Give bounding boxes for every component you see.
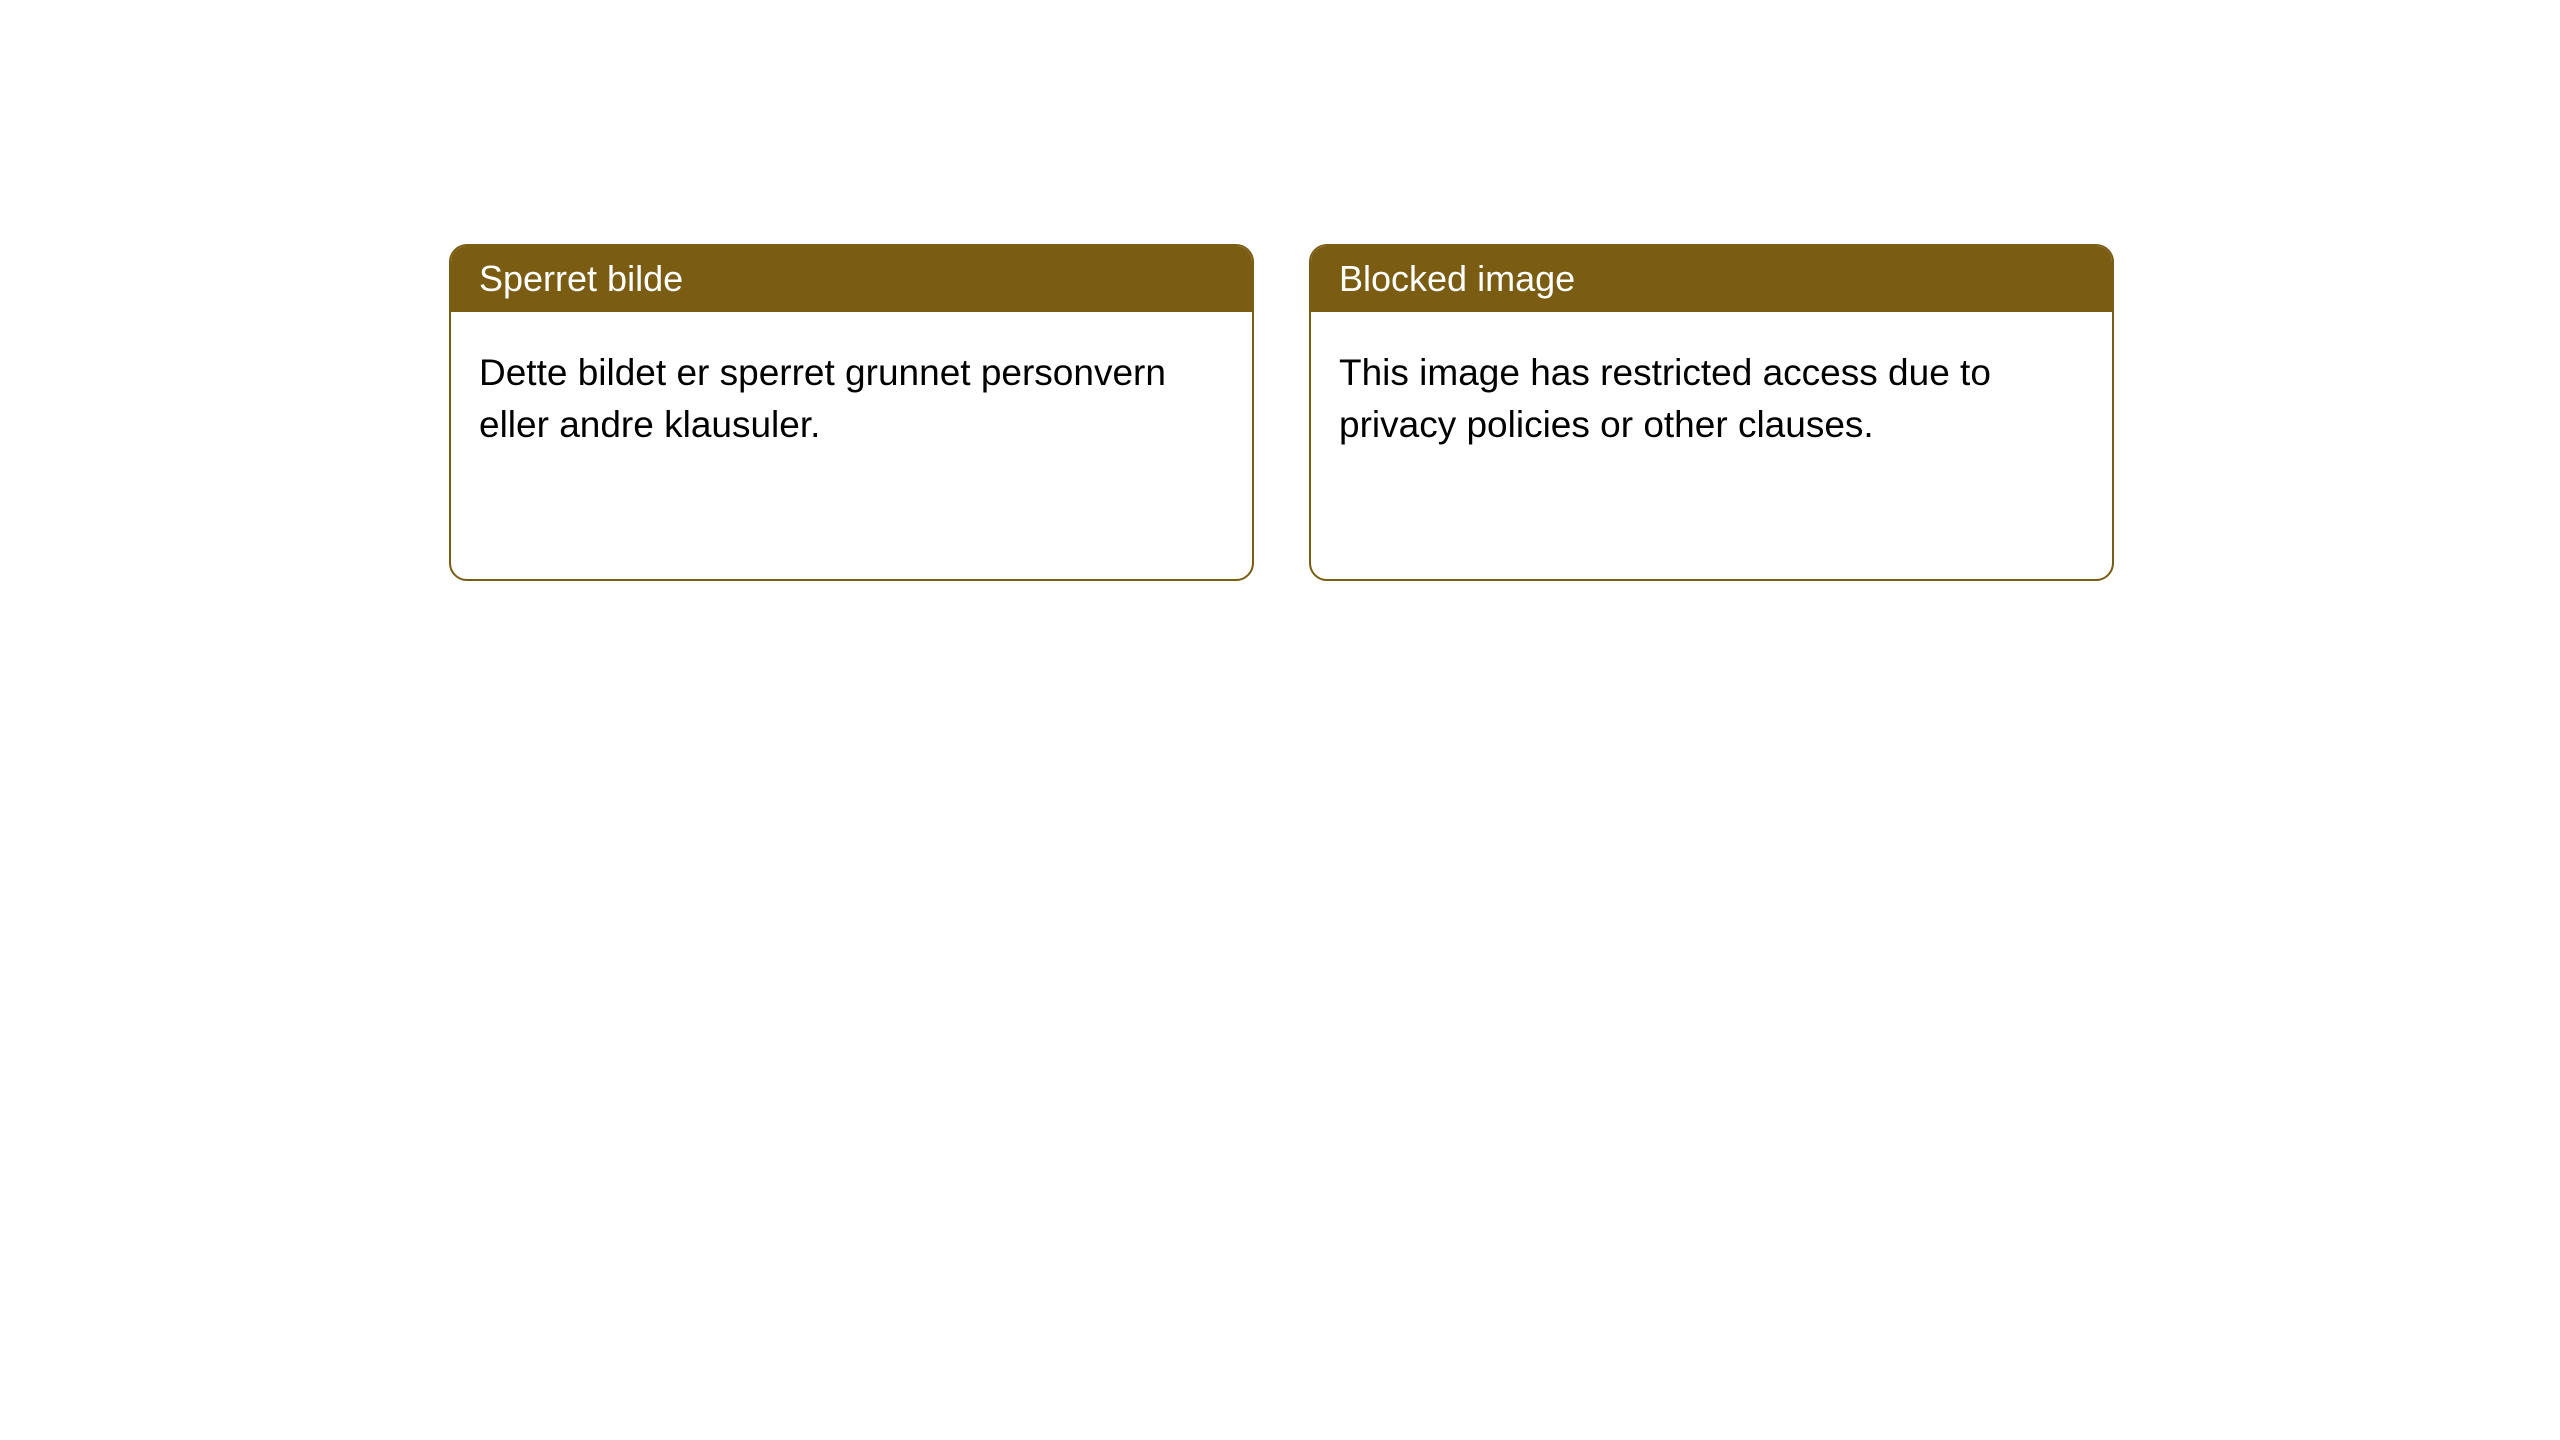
notice-card-norwegian: Sperret bilde Dette bildet er sperret gr… [449,244,1254,581]
notice-card-header: Blocked image [1311,246,2112,312]
notice-card-text: Dette bildet er sperret grunnet personve… [479,352,1166,445]
notice-card-english: Blocked image This image has restricted … [1309,244,2114,581]
notice-card-body: Dette bildet er sperret grunnet personve… [451,312,1252,486]
notice-cards-container: Sperret bilde Dette bildet er sperret gr… [449,244,2114,581]
notice-card-text: This image has restricted access due to … [1339,352,1991,445]
notice-card-body: This image has restricted access due to … [1311,312,2112,486]
notice-card-title: Blocked image [1339,258,1575,299]
notice-card-header: Sperret bilde [451,246,1252,312]
notice-card-title: Sperret bilde [479,258,683,299]
